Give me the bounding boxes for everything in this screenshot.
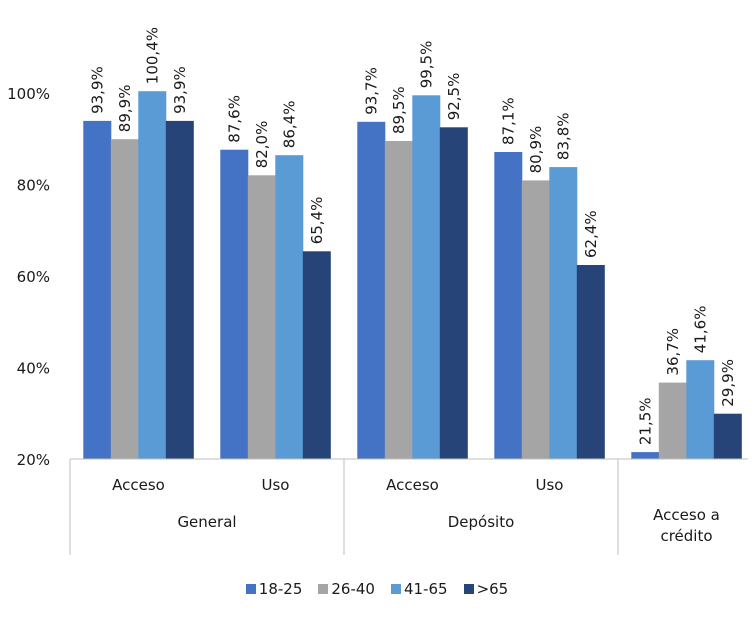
y-tick-label: 100% <box>7 85 50 103</box>
bar-4165-3 <box>549 167 578 459</box>
legend-item: 18-25 <box>245 580 303 598</box>
legend-label: 26-40 <box>331 580 375 598</box>
bar-2640-4 <box>658 382 687 459</box>
data-label: 93,9% <box>88 66 106 114</box>
legend-swatch <box>245 584 256 594</box>
data-label: 93,7% <box>362 67 380 115</box>
data-label: 89,9% <box>116 85 134 133</box>
category-label: Acceso <box>386 476 439 494</box>
legend-swatch <box>318 584 329 594</box>
data-label: 100,4% <box>143 27 161 84</box>
data-label: 92,5% <box>445 73 463 121</box>
legend: 18-25 26-40 41-65 >65 <box>0 574 754 604</box>
category-label: Uso <box>536 476 564 494</box>
bar-65-4 <box>713 413 742 459</box>
data-label: 87,6% <box>225 95 243 143</box>
data-label: 80,9% <box>527 126 545 174</box>
bar-65-3 <box>576 265 605 459</box>
category-label: Acceso <box>112 476 165 494</box>
data-label: 36,7% <box>664 328 682 376</box>
data-label: 21,5% <box>636 397 654 445</box>
y-tick-label: 80% <box>17 177 50 195</box>
legend-label: >65 <box>476 580 509 598</box>
data-label: 41,6% <box>691 306 709 354</box>
bar-1825-2 <box>357 121 386 460</box>
legend-item: >65 <box>463 580 509 598</box>
bar-65-0 <box>165 120 194 460</box>
bar-65-1 <box>302 251 331 459</box>
category-label: Uso <box>262 476 290 494</box>
data-label: 62,4% <box>582 210 600 258</box>
legend-swatch <box>390 584 401 594</box>
bar-4165-1 <box>275 155 304 459</box>
data-label: 65,4% <box>308 197 326 245</box>
group-label: Acceso a crédito <box>653 506 720 545</box>
bar-2640-3 <box>521 180 550 459</box>
bar-1825-4 <box>631 452 660 459</box>
bar-2640-2 <box>384 141 413 459</box>
data-label: 93,9% <box>171 66 189 114</box>
bar-1825-3 <box>494 152 523 459</box>
data-label: 87,1% <box>499 97 517 145</box>
y-tick-label: 20% <box>17 451 50 469</box>
legend-label: 18-25 <box>258 580 303 598</box>
data-label: 99,5% <box>417 41 435 89</box>
y-tick-label: 40% <box>17 360 50 378</box>
bar-1825-0 <box>83 120 112 460</box>
legend-item: 41-65 <box>390 580 448 598</box>
bar-4165-0 <box>138 91 167 459</box>
bar-2640-1 <box>247 175 276 460</box>
bar-4165-2 <box>412 95 441 460</box>
data-label: 86,4% <box>280 101 298 149</box>
bar-4165-4 <box>686 360 715 459</box>
bar-65-2 <box>439 127 468 460</box>
legend-swatch <box>463 584 474 594</box>
y-tick-label: 60% <box>17 268 50 286</box>
bar-1825-1 <box>220 149 249 459</box>
data-label: 82,0% <box>253 121 271 169</box>
data-label: 89,5% <box>390 86 408 134</box>
group-label: General <box>177 513 236 531</box>
bar-2640-0 <box>110 139 139 459</box>
legend-label: 41-65 <box>403 580 448 598</box>
group-label: Depósito <box>448 513 515 531</box>
data-label: 83,8% <box>554 112 572 160</box>
data-label: 29,9% <box>719 359 737 407</box>
legend-item: 26-40 <box>318 580 375 598</box>
